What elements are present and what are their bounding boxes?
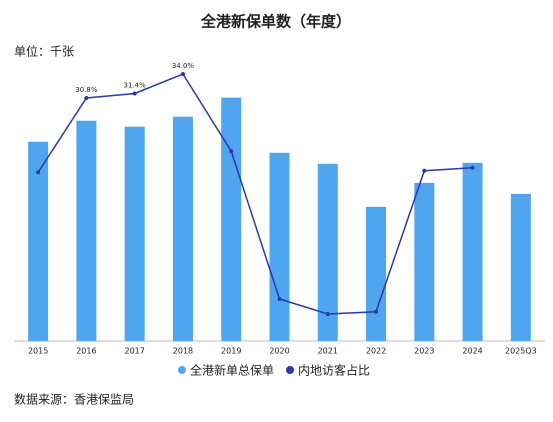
x-tick-label: 2021 (318, 347, 338, 356)
legend-swatch (286, 366, 295, 374)
line-point (374, 309, 379, 314)
bar (317, 163, 338, 341)
line-point (84, 96, 89, 100)
x-tick-label: 2015 (28, 347, 48, 356)
line-point (422, 168, 427, 173)
line-point (325, 312, 330, 316)
chart-title: 全港新保单数（年度） (200, 13, 351, 31)
x-tick-label: 2022 (366, 347, 386, 356)
data-label: 34.0% (172, 62, 195, 70)
x-tick-label: 2023 (414, 347, 434, 356)
bar (269, 152, 290, 341)
x-tick-label: 2024 (462, 347, 482, 356)
line-point (132, 91, 137, 96)
legend-swatch (178, 366, 186, 374)
line (37, 73, 473, 315)
bar (221, 97, 242, 341)
line-point (470, 165, 475, 170)
bar (366, 206, 387, 341)
bar (510, 193, 531, 341)
bar (76, 120, 97, 341)
data-label: 31.4% (124, 82, 147, 90)
legend-label: 内地访客占比 (298, 363, 370, 378)
source-note: 数据来源：香港保监局 (14, 392, 134, 407)
bar (124, 126, 145, 341)
line-point (180, 72, 185, 76)
x-tick-label: 2025Q3 (505, 347, 537, 356)
bar (414, 182, 435, 341)
x-tick-label: 2019 (221, 347, 241, 356)
bar (172, 116, 193, 341)
x-tick-label: 2020 (269, 347, 289, 356)
legend-label: 全港新单总保单 (190, 363, 274, 378)
x-tick-label: 2017 (125, 347, 145, 356)
bar (28, 141, 49, 341)
bar (462, 162, 483, 341)
line-point (36, 170, 41, 175)
unit-label: 单位：千张 (14, 44, 74, 59)
x-tick-label: 2018 (173, 347, 193, 356)
x-tick-label: 2016 (76, 347, 96, 356)
line-point (277, 297, 282, 301)
data-label: 30.8% (75, 86, 98, 94)
line-point (229, 149, 234, 154)
